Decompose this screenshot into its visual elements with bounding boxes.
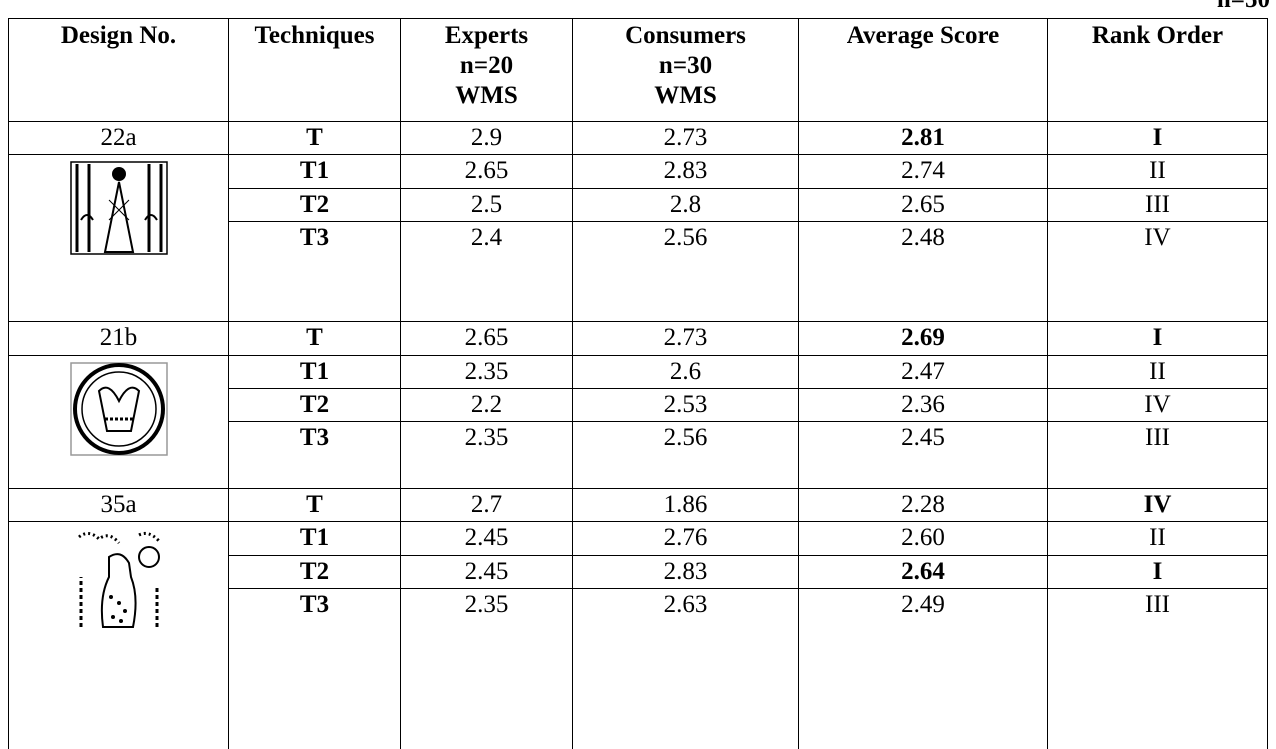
technique-cell: T2	[228, 188, 401, 222]
average-cell: 2.64	[798, 555, 1048, 589]
scores-table: Design No. Techniques Experts n=20 WMS Consum…	[8, 18, 1268, 749]
average-cell: 2.74	[798, 154, 1048, 189]
page-note: n=50	[1217, 0, 1270, 14]
experts-cell: 2.9	[400, 121, 573, 155]
technique-cell: T3	[228, 221, 401, 322]
average-cell: 2.47	[798, 355, 1048, 389]
consumers-cell: 2.56	[572, 421, 799, 489]
header-cell: Average Score	[798, 18, 1048, 122]
consumers-cell: 2.76	[572, 521, 799, 556]
experts-cell: 2.2	[400, 388, 573, 422]
header-cell: Techniques	[228, 18, 401, 122]
experts-cell: 2.45	[400, 521, 573, 556]
design-image-cell	[8, 154, 229, 322]
design-cell: 35a	[8, 488, 229, 522]
experts-cell: 2.4	[400, 221, 573, 322]
design-image-cell	[8, 355, 229, 489]
header-cell: Design No.	[8, 18, 229, 122]
rank-cell: I	[1047, 121, 1268, 155]
design-image	[69, 362, 168, 456]
technique-cell: T3	[228, 588, 401, 749]
header-line: WMS	[654, 82, 717, 109]
experts-cell: 2.35	[400, 355, 573, 389]
table-row: 22a T 2.9 2.73 2.81 I	[8, 121, 1268, 155]
consumers-cell: 2.73	[572, 121, 799, 155]
average-cell: 2.49	[798, 588, 1048, 749]
rank-cell: IV	[1047, 488, 1268, 522]
header-line: Average Score	[846, 22, 1000, 49]
technique-cell: T2	[228, 388, 401, 422]
design-cell: 21b	[8, 321, 229, 356]
experts-cell: 2.35	[400, 588, 573, 749]
experts-cell: 2.45	[400, 555, 573, 589]
table-row: T2 2.5 2.8 2.65 III	[9, 188, 1268, 222]
average-cell: 2.60	[798, 521, 1048, 556]
rank-cell: III	[1047, 188, 1268, 222]
average-cell: 2.36	[798, 388, 1048, 422]
consumers-cell: 2.8	[572, 188, 799, 222]
technique-cell: T1	[228, 154, 401, 189]
table-row: T2 2.2 2.53 2.36 IV	[9, 388, 1268, 422]
average-cell: 2.45	[798, 421, 1048, 489]
technique-cell: T	[228, 121, 401, 155]
average-cell: 2.69	[798, 321, 1048, 356]
experts-cell: 2.65	[400, 154, 573, 189]
experts-cell: 2.65	[400, 321, 573, 356]
rank-cell: I	[1047, 321, 1268, 356]
experts-cell: 2.7	[400, 488, 573, 522]
design-image	[77, 532, 160, 628]
header-line: WMS	[455, 82, 518, 109]
consumers-cell: 2.73	[572, 321, 799, 356]
average-cell: 2.48	[798, 221, 1048, 322]
table-row: 35a T 2.7 1.86 2.28 IV	[8, 488, 1268, 522]
design-cell: 22a	[8, 121, 229, 155]
rank-cell: II	[1047, 521, 1268, 556]
header-line: Experts	[444, 22, 529, 49]
header-cell: Experts n=20 WMS	[400, 18, 573, 122]
experts-cell: 2.5	[400, 188, 573, 222]
header-line: Techniques	[254, 22, 375, 49]
table-row: 21b T 2.65 2.73 2.69 I	[8, 321, 1268, 356]
rank-cell: I	[1047, 555, 1268, 589]
table-row: T3 2.35 2.63 2.49 III	[9, 588, 1268, 749]
consumers-cell: 2.53	[572, 388, 799, 422]
consumers-cell: 2.63	[572, 588, 799, 749]
table-row: T1 2.45 2.76 2.60 II	[8, 521, 1268, 749]
consumers-cell: 2.83	[572, 555, 799, 589]
rank-cell: III	[1047, 421, 1268, 489]
rank-cell: II	[1047, 154, 1268, 189]
consumers-cell: 2.6	[572, 355, 799, 389]
design-image	[69, 161, 168, 255]
technique-cell: T1	[228, 521, 401, 556]
rank-cell: III	[1047, 588, 1268, 749]
rank-cell: IV	[1047, 388, 1268, 422]
rank-cell: IV	[1047, 221, 1268, 322]
design-image-cell	[8, 521, 229, 749]
technique-cell: T	[228, 321, 401, 356]
table-row: T1 2.35 2.6 2.47 II	[8, 355, 1268, 489]
technique-cell: T3	[228, 421, 401, 489]
average-cell: 2.28	[798, 488, 1048, 522]
header-line: Rank Order	[1091, 22, 1224, 49]
header-line: Design No.	[60, 22, 177, 49]
average-cell: 2.81	[798, 121, 1048, 155]
experts-cell: 2.35	[400, 421, 573, 489]
header-cell: Rank Order	[1047, 18, 1268, 122]
average-cell: 2.65	[798, 188, 1048, 222]
header-line: n=20	[459, 52, 514, 79]
technique-cell: T2	[228, 555, 401, 589]
header-row: Design No. Techniques Experts n=20 WMS Consum…	[8, 18, 1268, 122]
rank-cell: II	[1047, 355, 1268, 389]
table-row: T1 2.65 2.83 2.74 II	[8, 154, 1268, 322]
technique-cell: T	[228, 488, 401, 522]
consumers-cell: 1.86	[572, 488, 799, 522]
header-cell: Consumers n=30 WMS	[572, 18, 799, 122]
technique-cell: T1	[228, 355, 401, 389]
header-line: n=30	[658, 52, 713, 79]
consumers-cell: 2.83	[572, 154, 799, 189]
consumers-cell: 2.56	[572, 221, 799, 322]
header-line: Consumers	[625, 22, 746, 49]
